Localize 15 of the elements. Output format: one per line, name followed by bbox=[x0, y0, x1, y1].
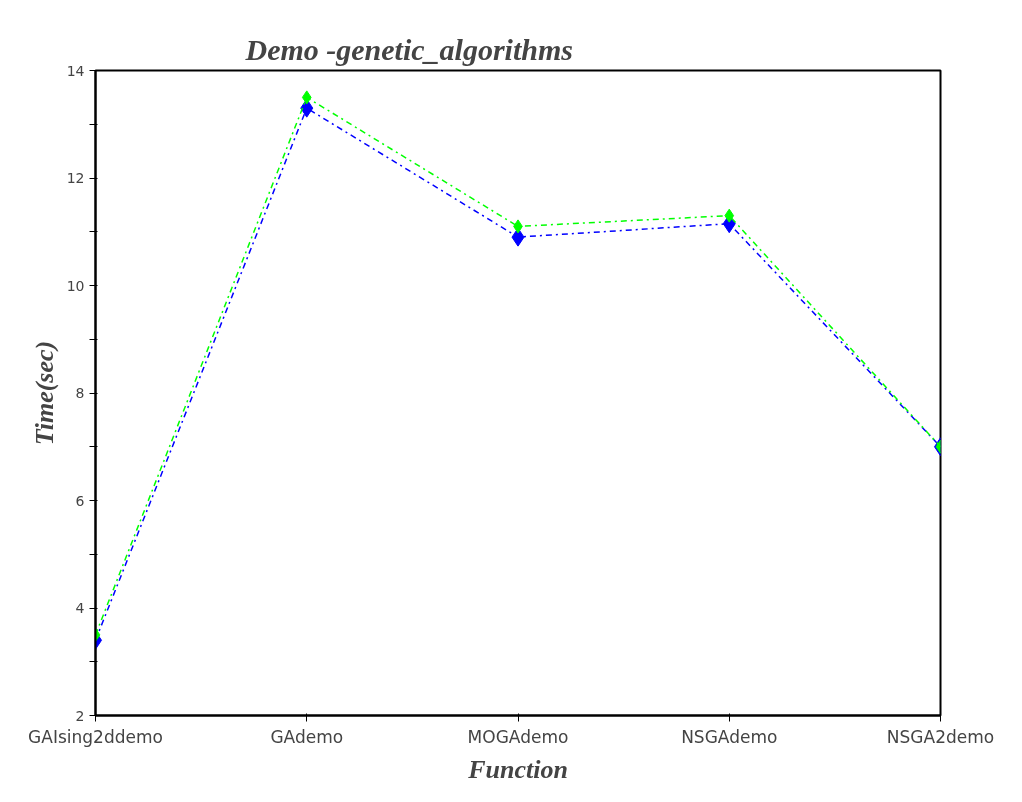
y-tick-label: 8 bbox=[75, 385, 85, 401]
y-tick-label: 2 bbox=[75, 707, 85, 724]
x-tick-label: NSGAdemo bbox=[681, 726, 778, 747]
y-tick-label: 14 bbox=[66, 62, 85, 79]
x-tick-label: MOGAdemo bbox=[467, 726, 569, 747]
y-tick-label: 10 bbox=[66, 277, 85, 294]
y-tick-label: 12 bbox=[66, 170, 85, 186]
chart-title: Demo -genetic_algorithms bbox=[244, 32, 573, 66]
x-axis-title: Function bbox=[467, 754, 568, 784]
y-tick-label: 6 bbox=[75, 492, 85, 509]
x-tick-label: NSGA2demo bbox=[886, 726, 995, 747]
y-tick-label: 4 bbox=[75, 600, 85, 616]
x-tick-label: GAdemo bbox=[270, 726, 344, 747]
x-tick-label: GAIsing2ddemo bbox=[28, 726, 163, 747]
y-axis-title: Time(sec) bbox=[29, 340, 59, 446]
